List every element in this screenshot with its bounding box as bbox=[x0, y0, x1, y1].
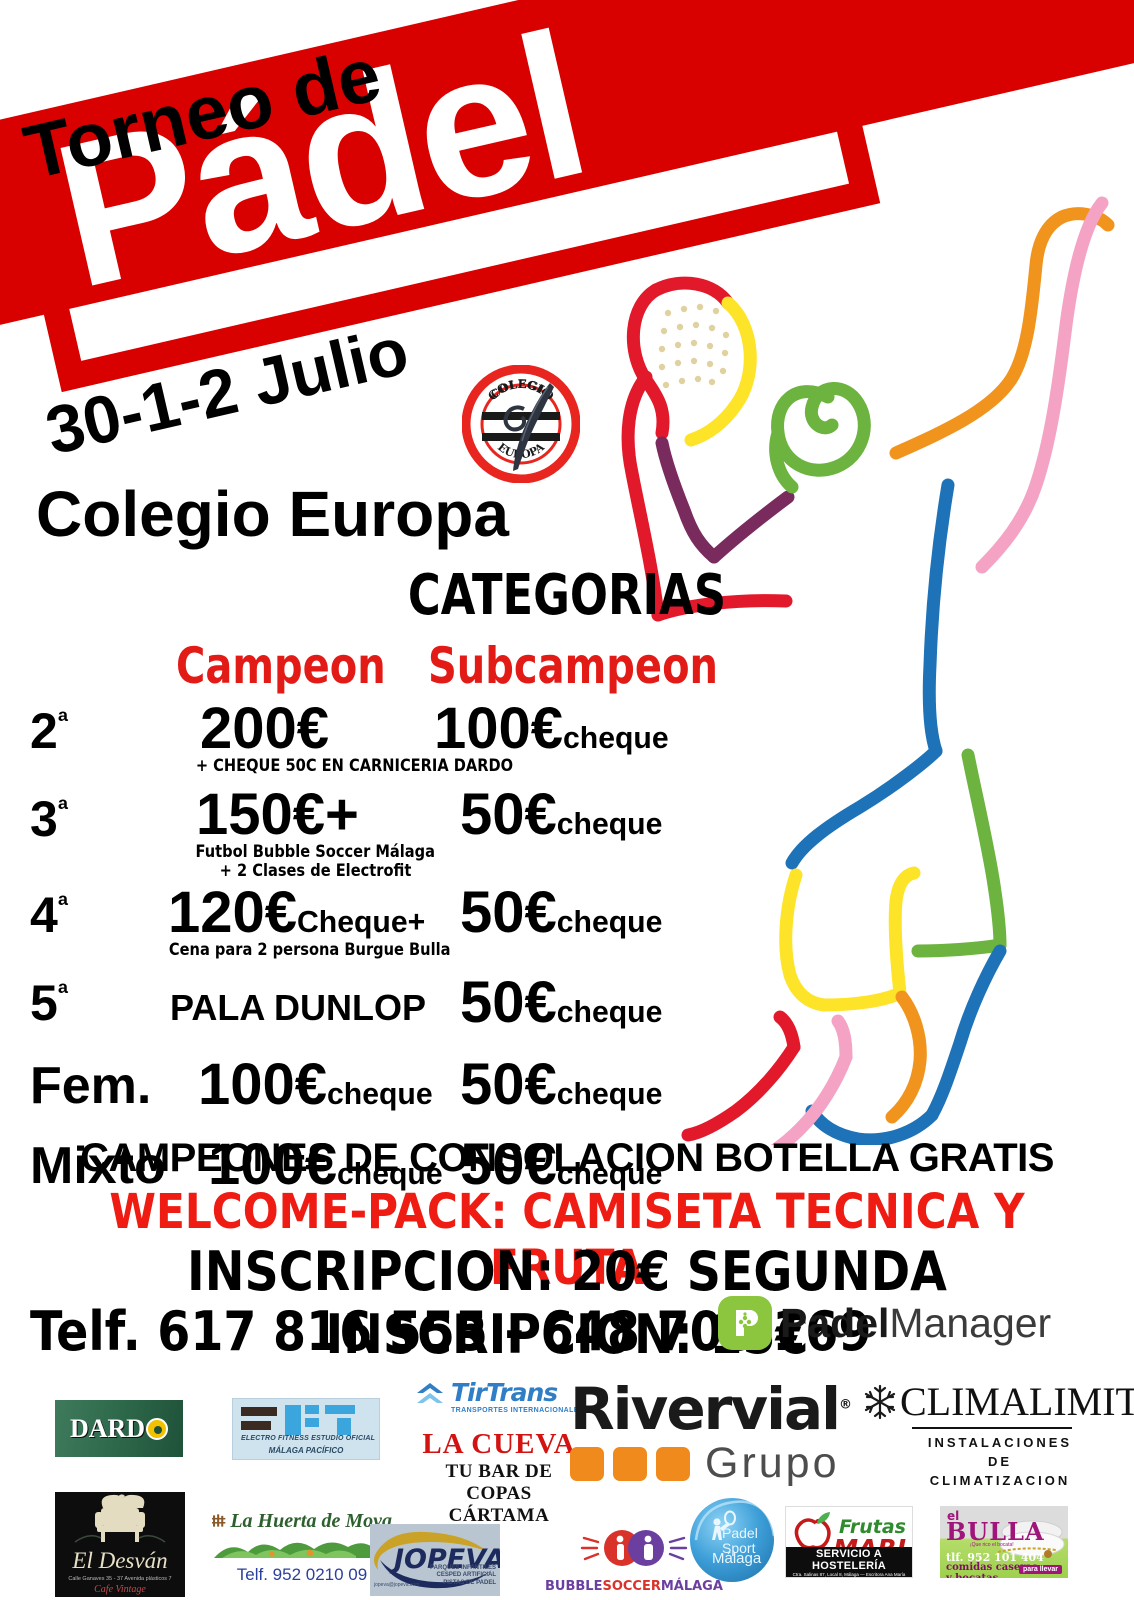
sponsor-lahuertademoya: La Huerta de Moya Telf. 952 0210 09 bbox=[212, 1508, 392, 1585]
sponsor-padelsportmalaga: Padel Sport Málaga bbox=[690, 1498, 774, 1582]
sponsor-frutasmari: Frutas MARI SERVICIO A HOSTELERÍA Ctra. … bbox=[785, 1506, 913, 1578]
row-champion-prize: 150€+ bbox=[196, 782, 359, 847]
apple-icon bbox=[794, 1512, 831, 1549]
row-runnerup-prize: 50€cheque bbox=[460, 880, 663, 945]
padelmanager-mark-icon bbox=[718, 1296, 772, 1350]
sponsor-tirtrans: TirTrans TRANSPORTES INTERNACIONALES bbox=[415, 1378, 584, 1414]
row-champion-prize: 100€cheque bbox=[208, 1132, 443, 1197]
table-row: 4ª 120€Cheque+ Cena para 2 persona Burgu… bbox=[0, 880, 1134, 978]
rivervial-square-1 bbox=[570, 1446, 604, 1481]
welcome-pack-text: WELCOME-PACK: CAMISETA TECNICA Y FRUTA bbox=[109, 1184, 1025, 1296]
row-champion-prize: 100€cheque bbox=[198, 1052, 433, 1117]
sponsor-jopeva: JOPEVA PARQUES INFANTILES CESPED ARTIFIC… bbox=[370, 1524, 500, 1596]
row-champion-prize: 200€ bbox=[200, 696, 330, 761]
sponsor-climalimit: CLIMA LIMIT INSTALACIONES DE CLIMATIZACIO… bbox=[860, 1378, 1134, 1491]
rivervial-square-3 bbox=[656, 1446, 690, 1481]
row-category: 2ª bbox=[30, 703, 68, 759]
sponsor-efit: ELECTRO FITNESS ESTUDIO OFICIAL MÁLAGA P… bbox=[232, 1398, 380, 1460]
colegio-europa-logo: COLEGIO COLEGIO EUROPA bbox=[462, 365, 580, 483]
row-runnerup-prize: 50€cheque bbox=[460, 970, 663, 1035]
bubblesoccer-icon bbox=[580, 1530, 688, 1566]
table-row: 3ª 150€+ Futbol Bubble Soccer Málaga + 2 … bbox=[0, 782, 1134, 886]
row-runnerup-prize: 100€cheque bbox=[434, 696, 669, 761]
table-row: 5ª PALA DUNLOP 50€cheque bbox=[0, 974, 1134, 1056]
row-runnerup-prize: 50€cheque bbox=[460, 782, 663, 847]
row-category: 4ª bbox=[30, 887, 68, 943]
row-champion-note: Futbol Bubble Soccer Málaga + 2 Clases de… bbox=[195, 842, 435, 882]
row-champion-prize: PALA DUNLOP bbox=[170, 987, 426, 1028]
jopeva-swoosh-icon bbox=[374, 1531, 494, 1589]
row-runnerup-prize: 50€cheque bbox=[460, 1052, 663, 1117]
sponsor-dardo: DARD bbox=[55, 1400, 183, 1457]
row-category: Fem. bbox=[30, 1057, 152, 1115]
dardo-target-icon bbox=[146, 1417, 169, 1440]
rivervial-square-2 bbox=[613, 1446, 647, 1481]
armchair-icon bbox=[74, 1494, 166, 1543]
climalimit-rule bbox=[912, 1427, 1072, 1429]
row-runnerup-prize: 50€cheque bbox=[460, 1132, 663, 1197]
padelmanager-logo: PadelManager bbox=[718, 1296, 1051, 1350]
sponsor-eldesvan: El Desván Calle Ganaves 35 - 37 Avenida … bbox=[55, 1492, 185, 1597]
column-header-subcampeon: Subcampeon bbox=[428, 637, 719, 695]
snowflake-icon bbox=[864, 1384, 896, 1419]
column-header-campeon: Campeon bbox=[176, 637, 386, 695]
consolacion-text: CAMPEONES DE CONSOLACION BOTELLA GRATIS bbox=[80, 1136, 1054, 1180]
hills-icon bbox=[214, 1542, 374, 1558]
fence-icon bbox=[212, 1514, 226, 1527]
row-category: 5ª bbox=[30, 975, 68, 1031]
row-champion-note: + CHEQUE 50C EN CARNICERIA DARDO bbox=[195, 756, 514, 776]
plates-icon bbox=[997, 1520, 1065, 1558]
poster-venue: Colegio Europa bbox=[36, 478, 509, 550]
table-row: 2ª 200€ + CHEQUE 50C EN CARNICERIA DARDO… bbox=[0, 700, 1134, 788]
categorias-heading: CATEGORIAS bbox=[407, 563, 727, 628]
inscripcion-text: INSCRIPCION: 20€ SEGUNDA INSCRIPCION: 15… bbox=[187, 1240, 947, 1366]
sponsor-lacueva: LA CUEVA TU BAR DE COPAS CÁRTAMA bbox=[422, 1428, 576, 1526]
row-category: Mixto bbox=[30, 1137, 166, 1195]
padel-player-illustration bbox=[621, 196, 1115, 1145]
sponsor-elbulla: el BULLA ¡Que rico el bocata! tlf. 952 1… bbox=[940, 1506, 1068, 1578]
prize-table: 2ª 200€ + CHEQUE 50C EN CARNICERIA DARDO… bbox=[0, 700, 1134, 1216]
sponsor-bubblesoccer: BUBBLESOCCERMÁLAGA bbox=[545, 1522, 723, 1594]
table-row: Mixto 100€cheque 50€cheque bbox=[0, 1136, 1134, 1216]
row-category: 3ª bbox=[30, 791, 68, 847]
table-row: Fem. 100€cheque 50€cheque bbox=[0, 1056, 1134, 1136]
quill-icon bbox=[503, 383, 554, 471]
row-champion-note: Cena para 2 persona Burgue Bulla bbox=[169, 940, 451, 960]
padelsport-player-icon bbox=[694, 1500, 774, 1541]
row-champion-prize: 120€Cheque+ bbox=[168, 880, 426, 945]
tirtrans-mark-icon bbox=[417, 1383, 443, 1403]
sponsor-rivervial: Rivervial® Grupo bbox=[570, 1375, 852, 1488]
padelmanager-wordmark: PadelManager bbox=[780, 1299, 1052, 1346]
